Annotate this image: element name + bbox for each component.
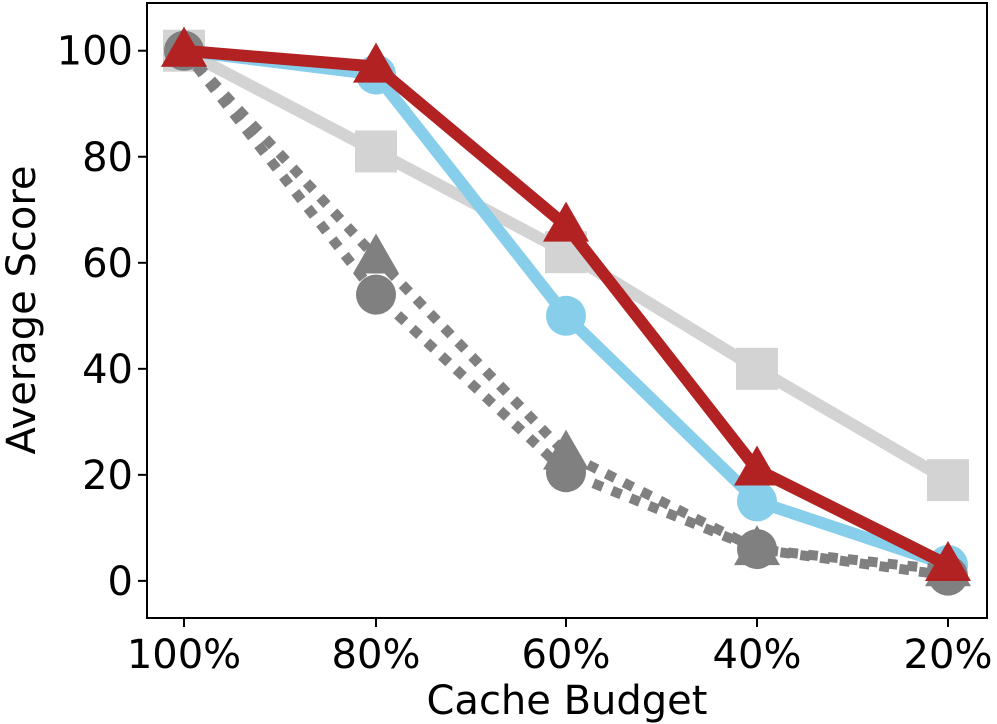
y-axis-label: Average Score (0, 165, 45, 454)
series-2 (164, 30, 968, 585)
series-line (180, 47, 949, 576)
x-axis-label: Cache Budget (427, 678, 708, 724)
data-point-circle (356, 274, 396, 315)
x-tick-label: 60% (522, 632, 611, 678)
x-tick-label: 100% (127, 632, 241, 678)
x-tick-label: 80% (332, 632, 421, 678)
x-tick-label: 40% (713, 632, 802, 678)
x-tick-label: 20% (904, 632, 993, 678)
y-tick-label: 40 (82, 347, 133, 393)
data-point-circle (737, 529, 777, 570)
data-point-square (927, 459, 969, 502)
data-point-triangle (353, 42, 399, 83)
data-point-circle (546, 295, 586, 336)
data-point-triangle (925, 540, 971, 581)
y-tick-label: 20 (82, 453, 133, 499)
data-point-triangle (734, 445, 780, 486)
y-tick-label: 60 (82, 241, 133, 287)
data-point-square (736, 347, 778, 390)
data-point-triangle (353, 233, 399, 274)
data-point-square (355, 130, 397, 173)
data-point-circle (546, 452, 586, 493)
y-tick-label: 0 (108, 559, 133, 605)
y-tick-label: 100 (57, 29, 133, 75)
series-line (180, 47, 949, 581)
data-point-triangle (161, 26, 207, 67)
data-point-circle (737, 481, 777, 522)
series-1 (163, 29, 969, 502)
series-5 (161, 26, 971, 581)
y-tick-label: 80 (82, 135, 133, 181)
data-point-triangle (543, 201, 589, 242)
